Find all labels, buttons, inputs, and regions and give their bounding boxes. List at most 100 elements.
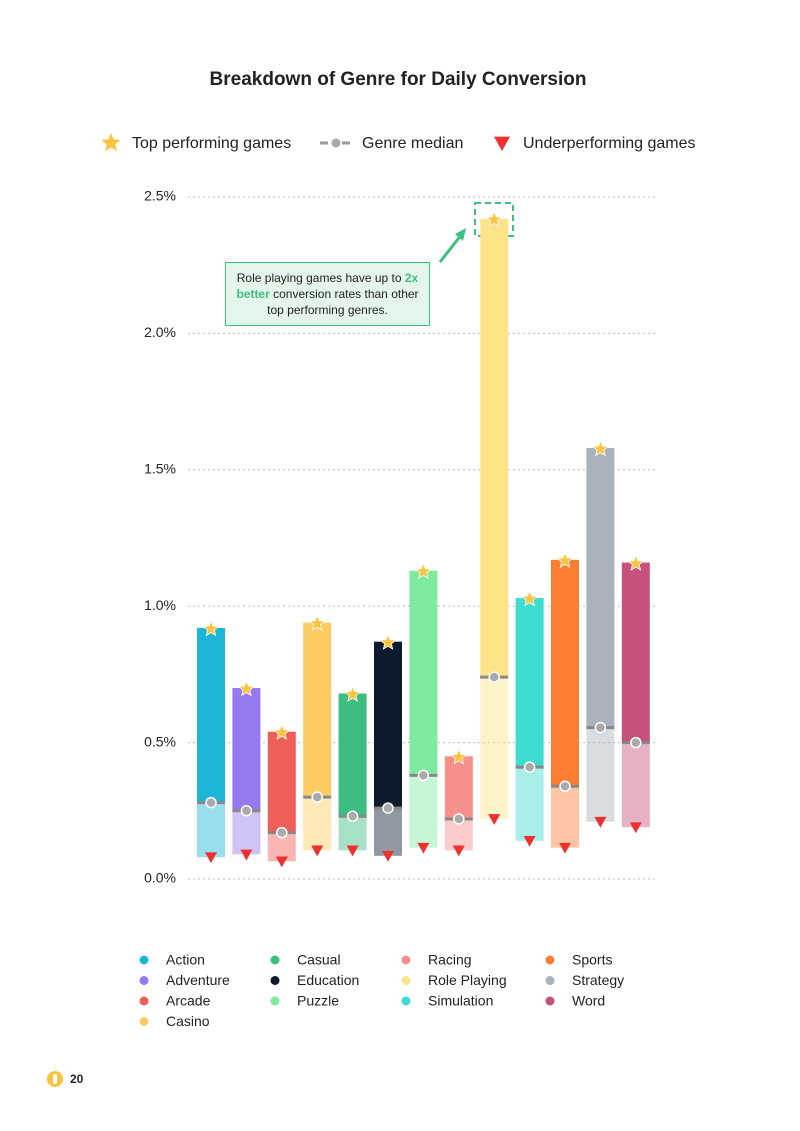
low-marker [275,856,288,868]
bar-lower [480,677,509,819]
bar-upper [232,688,261,811]
legend-label: Puzzle [297,993,339,1009]
legend-swatch [139,955,149,965]
top-marker [237,679,255,697]
top-marker [485,210,503,228]
legend-swatch [139,976,149,985]
low-marker [488,814,501,825]
y-tick-label: 2.5% [144,188,176,204]
bar-lower [409,775,438,848]
top-marker [556,551,574,569]
legend-swatch [401,976,411,985]
legend-label: Casual [297,952,341,968]
top-marker [521,589,539,607]
bar-upper [338,693,367,817]
y-tick-label: 0.0% [144,870,176,886]
legend-swatch [139,1017,149,1026]
top-marker [273,723,291,741]
low-marker [382,851,394,862]
bar-upper [551,559,579,787]
legend-swatch [401,955,411,965]
annotation-part: conversion rates than other top performi… [267,287,419,317]
legend-label: Simulation [428,993,493,1009]
legend-swatch [139,996,149,1006]
legend-label: Sports [572,952,612,968]
annotation-text: Role playing games have up to 2x better … [234,270,421,318]
median-marker [276,826,288,839]
legend-label: Racing [428,952,472,968]
legend-label: Action [166,952,205,968]
bar-lower [515,767,544,841]
bar-upper [409,570,438,776]
median-marker [488,671,500,683]
legend-label: Adventure [166,972,230,988]
annotation: Role playing games have up to 2x better … [225,262,430,326]
bar-upper [267,731,296,833]
y-tick-label: 1.0% [144,597,176,613]
legend-label: Education [297,972,359,988]
low-marker [205,852,217,864]
median-marker [311,791,323,803]
low-marker [311,845,324,857]
top-marker [591,439,609,457]
bar-lower [621,742,650,828]
legend-symbol [101,133,121,152]
legend-symbol [330,137,342,149]
bar-lower [197,802,225,858]
median-marker [240,805,253,817]
bar-upper [586,447,615,728]
low-marker [240,849,253,861]
legend-swatch [270,976,280,985]
legend-label: Role Playing [428,972,507,988]
top-marker [202,619,220,637]
top-marker [450,748,468,765]
median-marker [346,810,359,823]
median-marker [382,802,394,814]
bar-lower [232,810,261,855]
legend-label: Arcade [166,993,211,1009]
bar-upper [374,641,402,809]
bar-lower [303,797,332,851]
top-marker [379,633,397,650]
legend-swatch [401,996,411,1006]
top-marker [308,614,326,631]
bar-upper [621,562,650,743]
legend-swatch [545,996,555,1006]
page-number: 20 [70,1072,84,1086]
legend-label: Casino [166,1013,210,1029]
legend-swatch [545,955,555,965]
low-marker [346,845,359,857]
low-marker [594,816,607,828]
top-marker [414,562,432,580]
median-marker [594,721,607,734]
legend-label: Underperforming games [523,135,696,152]
median-marker [523,761,536,773]
legend-label: Top performing games [132,135,291,152]
y-tick-label: 1.5% [144,461,176,477]
y-tick-label: 0.5% [144,733,176,749]
legend-symbol [494,136,510,151]
legend-swatch [545,976,555,985]
top-marker [627,554,645,571]
legend-swatch [270,996,280,1006]
low-marker [523,836,536,847]
arrow [438,233,464,263]
bar-upper [515,598,544,768]
low-marker [452,845,465,857]
bar-lower [551,786,579,848]
median-marker [630,736,642,749]
low-marker [629,822,642,834]
top-marker [344,685,362,702]
median-marker [205,796,217,809]
low-marker [559,842,571,854]
chart-title: Breakdown of Genre for Daily Conversion [210,69,587,90]
bar-upper [444,756,473,819]
bar-lower [586,727,615,822]
bar-upper [480,218,509,678]
legend-swatch [270,955,280,965]
bar-upper [303,622,332,798]
low-marker [417,842,430,854]
annotation-highlight: 2x better [236,271,419,301]
